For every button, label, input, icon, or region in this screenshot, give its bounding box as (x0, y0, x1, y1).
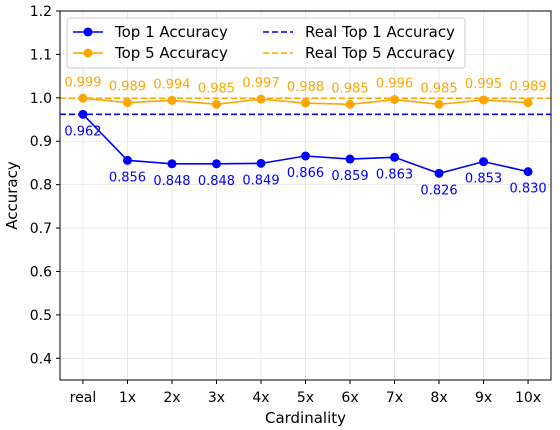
x-tick-label: 1x (119, 390, 136, 406)
data-point (479, 157, 489, 167)
x-tick-label: 3x (208, 390, 225, 406)
data-point (122, 98, 132, 108)
x-tick-label: 2x (163, 390, 180, 406)
data-point (301, 151, 310, 161)
data-point (345, 99, 355, 109)
data-point (523, 98, 533, 108)
data-label: 0.995 (465, 77, 502, 92)
data-point (390, 152, 400, 162)
data-point (167, 159, 177, 169)
data-label: 0.985 (198, 81, 235, 96)
data-label: 0.988 (287, 80, 324, 95)
data-point (434, 99, 444, 109)
data-point (479, 95, 489, 105)
data-label: 0.962 (64, 124, 101, 139)
data-point (301, 98, 310, 108)
y-tick-label: 0.7 (30, 221, 52, 237)
data-label: 0.848 (153, 174, 190, 189)
data-point (523, 167, 533, 177)
data-point (434, 168, 444, 178)
data-label: 0.997 (242, 76, 279, 91)
x-tick-label: 4x (252, 390, 269, 406)
data-label: 0.826 (420, 183, 457, 198)
data-point (390, 95, 400, 105)
data-label: 0.830 (509, 182, 546, 197)
x-tick-label: 6x (341, 390, 358, 406)
y-tick-label: 1.2 (30, 4, 52, 20)
data-point (167, 95, 177, 105)
grid-lines (60, 10, 551, 380)
data-point (211, 159, 221, 169)
legend-label: Top 1 Accuracy (114, 23, 228, 41)
legend-label: Real Top 5 Accuracy (305, 44, 455, 62)
data-label: 0.849 (242, 173, 279, 188)
legend-marker (83, 48, 93, 58)
x-tick-label: real (70, 390, 97, 406)
legend-label: Top 5 Accuracy (114, 44, 228, 62)
legend-marker (83, 27, 93, 37)
x-tick-label: 8x (430, 390, 447, 406)
data-labels: 0.962 0.856 0.848 0.848 0.849 0.866 0.859 0.863… (64, 75, 546, 198)
y-tick-label: 1.1 (30, 47, 52, 63)
x-tick-label: 9x (475, 390, 492, 406)
y-axis-label: Accuracy (3, 161, 21, 230)
data-label: 0.863 (376, 167, 413, 182)
data-point (256, 158, 266, 168)
data-label: 0.996 (376, 77, 413, 92)
data-point (122, 155, 132, 165)
data-series (78, 93, 533, 178)
axis-ticks: 0.4 0.5 0.6 0.7 0.8 0.9 1.0 1.1 1.2 real 1x 2x 3x 4x 5… (30, 4, 541, 406)
x-tick-label: 7x (386, 390, 403, 406)
data-label: 0.859 (331, 169, 368, 184)
data-label: 0.985 (420, 81, 457, 96)
legend: Top 1 Accuracy Top 5 Accuracy Real Top 1 A… (66, 17, 466, 69)
x-tick-label: 10x (515, 390, 541, 406)
y-tick-label: 0.8 (30, 178, 52, 194)
data-label: 0.989 (509, 80, 546, 95)
legend-label: Real Top 1 Accuracy (305, 23, 455, 41)
data-label: 0.856 (109, 170, 146, 185)
data-point (78, 93, 88, 103)
reference-lines (60, 97, 551, 116)
data-point (256, 94, 266, 104)
x-tick-label: 5x (297, 390, 314, 406)
legend-box (66, 17, 466, 69)
y-tick-label: 1.0 (30, 91, 52, 107)
data-point (211, 99, 221, 109)
y-tick-label: 0.9 (30, 134, 52, 150)
data-point (78, 109, 88, 119)
y-tick-label: 0.4 (30, 351, 52, 367)
data-point (345, 154, 355, 164)
data-label: 0.994 (153, 77, 190, 92)
data-label: 0.848 (198, 174, 235, 189)
x-axis-label: Cardinality (265, 409, 346, 427)
y-tick-label: 0.5 (30, 308, 52, 324)
data-label: 0.989 (109, 80, 146, 95)
data-label: 0.853 (465, 172, 502, 187)
data-label: 0.866 (287, 166, 324, 181)
y-tick-label: 0.6 (30, 264, 52, 280)
data-label: 0.985 (331, 81, 368, 96)
data-label: 0.999 (64, 75, 101, 90)
